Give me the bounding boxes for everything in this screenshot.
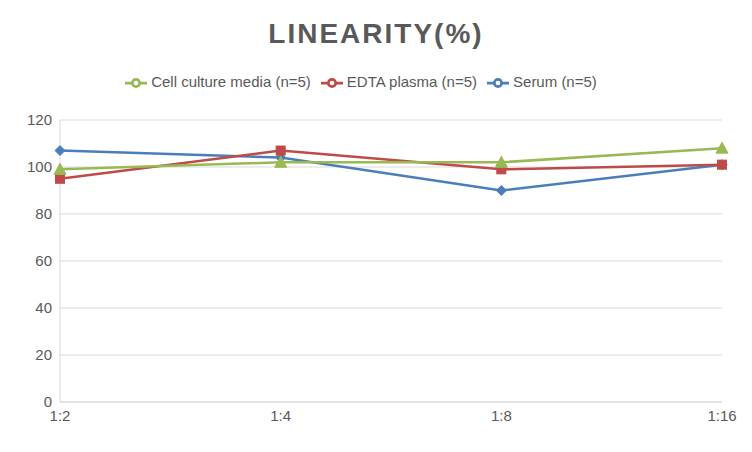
svg-text:1:4: 1:4 [270, 407, 291, 424]
svg-text:40: 40 [35, 299, 52, 316]
html-text:Cell culture media (n=5): Cell culture media (n=5) [151, 73, 311, 90]
html-text:LINEARITY(%): LINEARITY(%) [268, 18, 484, 49]
svg-text:80: 80 [35, 205, 52, 222]
svg-text:1:16: 1:16 [707, 407, 736, 424]
html-text:Serum (n=5): Serum (n=5) [513, 73, 597, 90]
html-text:EDTA plasma (n=5): EDTA plasma (n=5) [346, 73, 477, 90]
svg-text:100: 100 [27, 158, 52, 175]
svg-text:20: 20 [35, 346, 52, 363]
svg-text:0: 0 [44, 393, 52, 410]
svg-text:120: 120 [27, 111, 52, 128]
svg-text:1:2: 1:2 [50, 407, 71, 424]
svg-text:1:8: 1:8 [491, 407, 512, 424]
svg-text:60: 60 [35, 252, 52, 269]
